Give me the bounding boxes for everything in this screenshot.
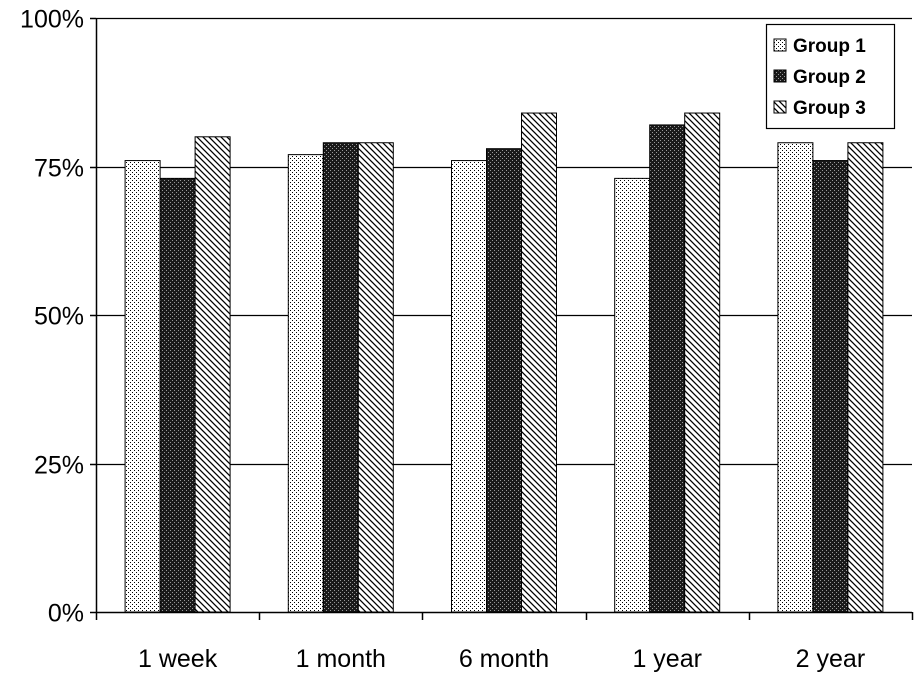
bar-group-1-1-month (287, 154, 324, 613)
legend-box (765, 23, 896, 130)
bar-group-2-1-year (649, 124, 686, 613)
legend: Group 1 Group 2 Group 3 (765, 23, 896, 130)
bar-group-3-1-month (357, 142, 394, 613)
bar-group-2-1-week (159, 177, 196, 613)
legend-label-group-3: Group 3 (793, 98, 866, 119)
y-tick-label: 25% (34, 452, 84, 480)
bar-group-1-1-year (614, 177, 651, 613)
bar-group-3-6-month (521, 112, 557, 613)
bar-group-3-1-week (194, 136, 231, 613)
bar-group-1-2-year (777, 142, 814, 613)
legend-label-group-2: Group 2 (793, 67, 866, 88)
legend-swatch-group-1 (773, 38, 787, 52)
bar-group-2-2-year (812, 160, 849, 613)
y-tick-label: 0% (48, 600, 84, 628)
axes (90, 17, 914, 620)
x-tick-label-6-month: 6 month (459, 645, 549, 673)
bar-group-2-1-month (322, 142, 359, 613)
legend-label-group-1: Group 1 (793, 36, 866, 57)
tick-labels: 0% 25% 50% 75% 100% 1 week 1 month 6 month 1 yea… (20, 6, 865, 674)
x-tick-label-2-year: 2 year (796, 645, 865, 673)
y-tick-label: 75% (34, 155, 84, 183)
bar-group-1-1-week (124, 160, 161, 613)
bar-group-1-6-month (451, 160, 487, 613)
legend-swatch-group-3 (773, 100, 787, 114)
bar-group-3-1-year (684, 112, 721, 613)
legend-swatch-group-2 (773, 69, 787, 83)
x-tick-label-1-year: 1 year (632, 645, 701, 673)
x-tick-label-1-month: 1 month (296, 645, 386, 673)
bar-group-3-2-year (847, 142, 884, 613)
bar-group-2-6-month (486, 148, 522, 613)
y-tick-label: 100% (20, 6, 84, 34)
bars (124, 112, 884, 613)
y-tick-label: 50% (34, 303, 84, 331)
x-tick-label-1-week: 1 week (138, 645, 218, 673)
